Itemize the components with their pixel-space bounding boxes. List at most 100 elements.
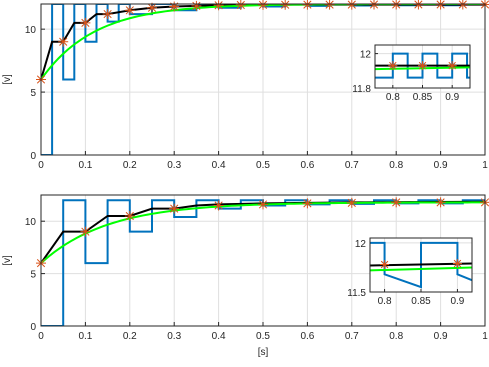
top-sample-marker-6 xyxy=(169,1,180,12)
top-sample-marker-15 xyxy=(369,0,379,10)
bottom-sample-marker-7 xyxy=(346,197,357,208)
top-sample-marker-4-d2 xyxy=(125,6,134,15)
top-sample-marker-8 xyxy=(213,0,224,11)
bottom-inset-sample-marker-0-d2 xyxy=(380,260,389,269)
bottom-sample-marker-1 xyxy=(80,226,91,237)
top-sample-marker-11-d2 xyxy=(281,0,290,9)
top-x-tick-label: 0.1 xyxy=(78,160,92,171)
top-sample-marker-19 xyxy=(457,0,468,10)
top-x-tick-label: 0.3 xyxy=(167,160,181,171)
top-inset-box xyxy=(374,44,471,89)
bottom-inset-y-tick-label: 11.5 xyxy=(347,288,366,299)
top-inset-y-tick-label: 11.8 xyxy=(352,84,371,95)
bottom-inset-sample-marker-1-d2 xyxy=(453,259,462,268)
bottom-sample-marker-9-d2 xyxy=(436,198,445,207)
bottom-x-tick-label: 0.2 xyxy=(123,331,137,342)
top-y-axis-label: [v] xyxy=(2,74,13,85)
top-x-tick-label: 0.5 xyxy=(256,160,270,171)
bottom-sample-marker-3 xyxy=(169,203,180,214)
top-inset-sample-marker-1-d2 xyxy=(418,61,427,70)
bottom-inset-x-tick-label: 0.9 xyxy=(450,296,464,307)
top-inset-x-tick-label: 0.85 xyxy=(413,92,433,103)
bottom-sample-marker-1-d2 xyxy=(81,227,90,236)
bottom-axes-box xyxy=(40,194,486,327)
top-sample-marker-1-d2 xyxy=(59,37,68,46)
top-sample-marker-2-d2 xyxy=(81,18,90,27)
top-sample-marker-14-d2 xyxy=(347,0,356,9)
top-sample-marker-7-d2 xyxy=(192,1,201,10)
top-sample-marker-18-d2 xyxy=(436,0,445,9)
bottom-y-tick-label: 10 xyxy=(25,217,37,228)
top-inset-y-tick-label: 12 xyxy=(360,50,372,61)
top-inset-x-tick-label: 0.9 xyxy=(445,92,459,103)
top-inset: 0.8 0.85 0.9 11.8 12 xyxy=(352,44,471,103)
top-sample-marker-8-d2 xyxy=(214,1,223,10)
top-sample-marker-10 xyxy=(258,0,268,10)
bottom-sample-marker-6-d2 xyxy=(303,199,312,208)
bottom-x-tick-label: 0.3 xyxy=(167,331,181,342)
bottom-sample-marker-5-d2 xyxy=(258,200,268,209)
top-x-tick-label: 0.2 xyxy=(123,160,137,171)
bottom-x-axis-label: [s] xyxy=(258,347,269,358)
bottom-inset-sample-marker-0 xyxy=(380,260,390,270)
bottom-sample-marker-6 xyxy=(302,198,313,209)
bottom-sample-marker-5 xyxy=(258,199,268,210)
bottom-y-tick-label: 0 xyxy=(30,322,36,333)
top-sample-marker-13-d2 xyxy=(325,0,334,9)
bottom-x-tick-label: 0.4 xyxy=(212,331,226,342)
top-sample-marker-19-d2 xyxy=(458,0,467,9)
bottom-inset-reference-line xyxy=(370,266,472,272)
bottom-inset-y-tick-label: 12 xyxy=(355,239,367,250)
top-sample-marker-15-d2 xyxy=(369,0,379,9)
top-sample-marker-2 xyxy=(80,17,91,28)
bottom-sample-marker-2 xyxy=(124,210,135,221)
top-sample-marker-10-d2 xyxy=(258,0,268,9)
top-x-tick-label: 1 xyxy=(482,160,488,171)
bottom-x-tick-label: 0.5 xyxy=(256,331,270,342)
top-sample-marker-17-d2 xyxy=(414,0,423,9)
top-inset-sample-marker-0-d2 xyxy=(389,61,397,70)
bottom-x-tick-label: 0.6 xyxy=(300,331,314,342)
top-sample-marker-9 xyxy=(235,0,246,11)
top-sample-marker-3 xyxy=(102,9,113,20)
top-y-tick-label: 0 xyxy=(30,151,36,162)
bottom-inset-x-tick-label: 0.85 xyxy=(411,296,431,307)
bottom-sample-marker-8-d2 xyxy=(392,198,401,207)
bottom-sample-marker-4 xyxy=(213,200,224,211)
bottom-sample-marker-4-d2 xyxy=(214,201,223,210)
bottom-x-tick-label: 0.9 xyxy=(434,331,448,342)
bottom-sample-marker-9 xyxy=(435,197,446,208)
bottom-y-axis-label: [v] xyxy=(2,255,13,266)
bottom-sample-marker-8 xyxy=(391,197,402,208)
top-sample-marker-5 xyxy=(147,2,157,13)
bottom-inset-box xyxy=(369,237,473,293)
top-sample-marker-16 xyxy=(391,0,402,10)
top-sample-marker-1 xyxy=(58,36,69,47)
top-sample-marker-14 xyxy=(346,0,357,10)
bottom-plot: 0 0.1 0.2 0.3 0.4 0.5 0.6 0.7 0.8 0.9 10510[v][s]0… xyxy=(2,194,489,358)
top-inset-sample-marker-2 xyxy=(447,61,457,71)
bottom-sample-marker-3-d2 xyxy=(170,204,179,213)
top-sample-marker-12-d2 xyxy=(303,0,312,9)
bottom-x-tick-label: 0.8 xyxy=(389,331,403,342)
top-inset-x-tick-label: 0.8 xyxy=(386,92,400,103)
bottom-x-tick-label: 0.1 xyxy=(78,331,92,342)
top-sample-marker-5-d2 xyxy=(147,3,157,12)
top-x-tick-label: 0.7 xyxy=(345,160,359,171)
top-sample-marker-17 xyxy=(413,0,424,10)
top-y-tick-label: 5 xyxy=(30,88,36,99)
top-sample-marker-13 xyxy=(324,0,335,10)
top-inset-sample-marker-1 xyxy=(418,61,427,71)
bottom-sample-marker-2-d2 xyxy=(125,211,134,221)
bottom-inset: 0.8 0.85 0.9 11.5 12 xyxy=(347,237,473,307)
bottom-inset-sample-marker-1 xyxy=(452,259,462,269)
top-sample-marker-7 xyxy=(191,0,202,11)
top-x-tick-label: 0 xyxy=(38,160,44,171)
top-y-tick-label: 10 xyxy=(25,25,37,36)
top-x-tick-label: 0.6 xyxy=(300,160,314,171)
bottom-x-tick-label: 0.7 xyxy=(345,331,359,342)
top-sample-marker-16-d2 xyxy=(392,0,401,9)
top-axes-box xyxy=(40,3,486,156)
bottom-sample-marker-7-d2 xyxy=(347,198,356,207)
